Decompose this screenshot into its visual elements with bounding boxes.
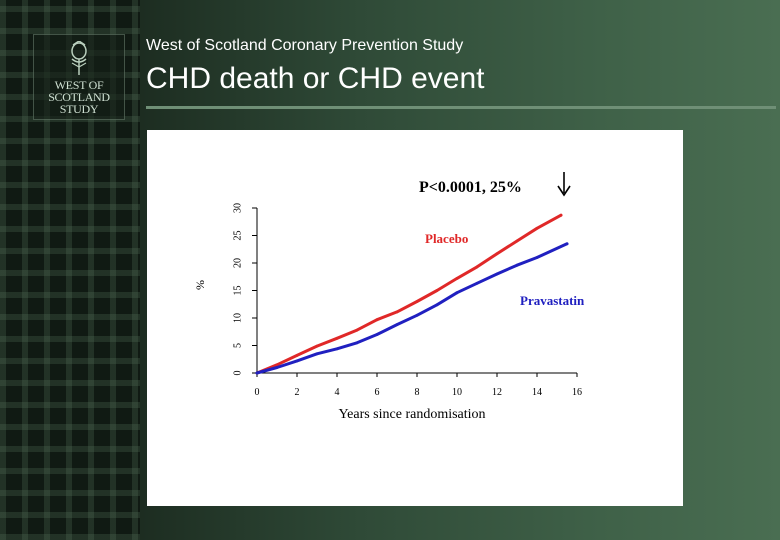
y-tick-label: 20	[232, 258, 243, 268]
thistle-icon	[71, 41, 87, 75]
data-point-pravastatin	[535, 256, 539, 259]
data-point-pravastatin	[275, 366, 279, 369]
study-logo: WEST OF SCOTLAND STUDY	[33, 34, 125, 120]
chart-axes: 0 5 10 15 20 25 30 0 2 4 6 8 10 12 14 16	[232, 203, 582, 398]
title-divider	[146, 106, 776, 109]
data-point-pravastatin	[315, 352, 319, 356]
significance-annotation: P<0.0001, 25%	[419, 179, 522, 196]
logo-text-line: STUDY	[59, 102, 99, 116]
data-point-pravastatin	[565, 242, 569, 246]
data-point-placebo	[435, 289, 439, 292]
data-point-placebo	[535, 226, 539, 230]
data-point-placebo	[559, 213, 563, 217]
y-tick-label: 30	[232, 203, 243, 213]
x-tick-label: 4	[335, 387, 340, 398]
data-point-pravastatin	[255, 371, 259, 375]
data-point-pravastatin	[295, 359, 299, 363]
y-tick-label: 15	[232, 286, 243, 296]
x-tick-label: 16	[572, 387, 582, 398]
y-tick-label: 10	[232, 313, 243, 323]
x-tick-label: 10	[452, 387, 462, 398]
data-point-placebo	[275, 363, 279, 367]
data-point-pravastatin	[415, 313, 419, 317]
data-point-pravastatin	[435, 303, 439, 307]
data-point-placebo	[335, 336, 339, 340]
data-point-placebo	[475, 265, 479, 269]
data-point-placebo	[395, 310, 399, 314]
data-point-pravastatin	[515, 263, 519, 267]
x-tick-label: 8	[415, 387, 420, 398]
y-axis-label: %	[193, 280, 207, 290]
data-point-placebo	[375, 318, 379, 322]
y-tick-label: 5	[232, 343, 243, 348]
chart-panel: 0 5 10 15 20 25 30 0 2 4 6 8 10 12 14 16 P<0.0001, 25% …	[147, 130, 683, 506]
data-point-pravastatin	[335, 347, 339, 351]
data-point-pravastatin	[355, 341, 359, 345]
logo-text-line: WEST OF	[54, 78, 104, 92]
x-tick-label: 0	[255, 387, 260, 398]
data-point-placebo	[495, 252, 499, 256]
data-point-placebo	[355, 328, 359, 332]
chart-labels: P<0.0001, 25% Years since randomisation …	[193, 172, 585, 422]
page-subtitle: West of Scotland Coronary Prevention Stu…	[146, 37, 464, 54]
data-point-placebo	[415, 300, 419, 303]
x-tick-label: 12	[492, 387, 502, 398]
data-point-placebo	[315, 344, 319, 348]
x-tick-label: 6	[375, 387, 380, 398]
page-title: CHD death or CHD event	[146, 62, 485, 95]
data-point-placebo	[295, 354, 299, 357]
down-arrow-icon	[557, 172, 571, 197]
logo-text-line: SCOTLAND	[48, 90, 110, 104]
data-point-placebo	[455, 277, 459, 280]
series-line-placebo	[255, 213, 563, 375]
y-tick-label: 25	[232, 231, 243, 241]
series-label-placebo: Placebo	[425, 231, 468, 246]
data-point-pravastatin	[375, 333, 379, 336]
data-point-pravastatin	[455, 291, 459, 295]
data-point-pravastatin	[495, 272, 499, 276]
data-point-placebo	[515, 239, 519, 243]
x-tick-label: 14	[532, 387, 542, 398]
series-line-pravastatin	[255, 242, 569, 375]
chart-series	[255, 213, 569, 375]
y-tick-label: 0	[232, 371, 243, 376]
x-tick-label: 2	[295, 387, 300, 398]
series-label-pravastatin: Pravastatin	[520, 293, 585, 308]
data-point-pravastatin	[475, 281, 479, 285]
x-axis-label: Years since randomisation	[338, 407, 485, 422]
data-point-pravastatin	[395, 323, 399, 326]
